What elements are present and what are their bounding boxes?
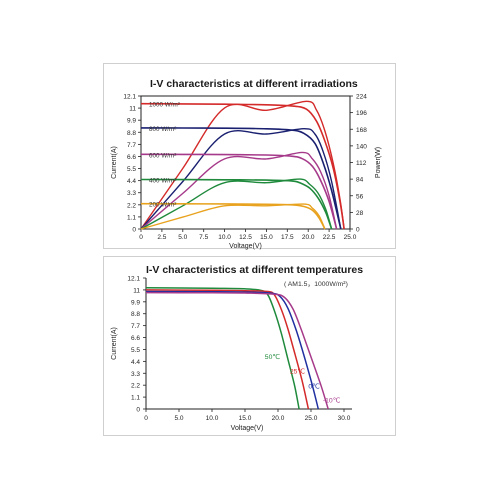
y-tick-label: 12.1 <box>127 276 140 283</box>
series-label: 0℃ <box>308 383 320 390</box>
iv-curve <box>145 290 320 410</box>
y-tick-label: 2.2 <box>127 202 136 209</box>
y-tick-label: 1.1 <box>131 395 140 402</box>
y2-tick-label: 112 <box>356 160 367 167</box>
x-tick-label: 25.0 <box>344 234 357 241</box>
x-tick-label: 2.5 <box>157 234 166 241</box>
x-axis-label: Voltage(V) <box>229 243 262 250</box>
y-tick-label: 3.3 <box>127 190 136 197</box>
y-tick-label: 4.4 <box>131 359 140 366</box>
iv-curve <box>140 202 326 230</box>
y-tick-label: 11 <box>133 287 140 294</box>
x-tick-label: 15.0 <box>239 415 252 422</box>
iv-curve <box>145 286 300 410</box>
y-tick-label: 6.6 <box>131 335 140 342</box>
series-label: -10℃ <box>323 398 341 405</box>
y2-tick-label: 84 <box>356 177 364 184</box>
y-tick-label: 5.5 <box>127 166 136 173</box>
x-tick-label: 15.0 <box>260 234 273 241</box>
y2-tick-label: 196 <box>356 110 367 117</box>
series-label: 200 W/m² <box>149 202 176 209</box>
y-tick-label: 9.9 <box>131 299 140 306</box>
chart-temperature-svg: 0 1.1 2.2 3.3 4.4 5.5 6.6 7.7 8.8 9.9 11 12.1 0 5.0 10… <box>111 276 352 432</box>
y-tick-label: 11 <box>129 106 136 113</box>
series-label: 25℃ <box>290 368 306 375</box>
power-curve <box>140 127 342 230</box>
iv-curve <box>140 102 345 230</box>
x-tick-label: 10.0 <box>218 234 231 241</box>
y-tick-label: 9.9 <box>127 118 136 125</box>
y-tick-label: 5.5 <box>131 347 140 354</box>
chart-temperature-title: I-V characteristics at different tempera… <box>146 264 364 276</box>
condition-annotation: ( AM1.5，1000W/m²) <box>284 281 348 288</box>
y-tick-label: 12.1 <box>123 94 136 101</box>
iv-curve <box>145 291 329 410</box>
y-tick-label: 7.7 <box>127 142 136 149</box>
x-tick-label: 5.0 <box>178 234 187 241</box>
series-label: 50℃ <box>265 354 281 361</box>
chart-irradiation-panel: I-V characteristics at different irradia… <box>103 63 396 251</box>
x-tick-label: 0 <box>139 234 143 241</box>
y2-tick-label: 140 <box>356 143 367 150</box>
y-tick-label: 2.2 <box>131 383 140 390</box>
x-tick-label: 30.0 <box>338 415 351 422</box>
x-tick-label: 12.5 <box>239 234 252 241</box>
iv-curve <box>140 127 342 230</box>
x-tick-label: 22.5 <box>323 234 336 241</box>
y2-tick-label: 168 <box>356 127 367 134</box>
series-label: 1000 W/m² <box>149 102 180 109</box>
y-axis-label: Current(A) <box>111 327 118 360</box>
plot-frame <box>140 95 351 230</box>
series-label: 800 W/m² <box>149 126 176 133</box>
y-tick-label: 0 <box>132 227 136 234</box>
x-axis-label: Voltage(V) <box>231 425 264 432</box>
chart-irradiation-svg: 0 1.1 2.2 3.3 4.4 5.5 6.6 7.7 8.8 9.9 11 12.1 0 28 56 8… <box>111 94 382 251</box>
x-tick-label: 7.5 <box>199 234 208 241</box>
y-tick-label: 8.8 <box>131 311 140 318</box>
y-axis-label: Current(A) <box>111 146 118 179</box>
y2-tick-label: 56 <box>356 193 364 200</box>
y2-axis-label: Power(W) <box>375 147 382 178</box>
y2-tick-label: 28 <box>356 210 364 217</box>
x-tick-label: 10.0 <box>206 415 219 422</box>
y-tick-label: 7.7 <box>131 323 140 330</box>
x-tick-label: 5.0 <box>174 415 183 422</box>
power-curve <box>140 151 338 230</box>
iv-curve <box>140 178 333 230</box>
iv-curve <box>140 153 338 230</box>
chart-irradiation-title: I-V characteristics at different irradia… <box>150 78 358 90</box>
chart-temperature-panel: I-V characteristics at different tempera… <box>103 256 396 436</box>
x-tick-label: 17.5 <box>281 234 294 241</box>
y-tick-label: 1.1 <box>127 214 136 221</box>
iv-curve <box>145 289 310 410</box>
x-tick-label: 25.0 <box>305 415 318 422</box>
y-tick-label: 6.6 <box>127 154 136 161</box>
series-label: 600 W/m² <box>149 152 176 159</box>
power-curve <box>140 178 333 230</box>
y2-tick-label: 0 <box>356 227 360 234</box>
y-tick-label: 8.8 <box>127 130 136 137</box>
y-tick-label: 3.3 <box>131 371 140 378</box>
x-tick-label: 0 <box>144 415 148 422</box>
y2-tick-label: 224 <box>356 94 367 101</box>
y-tick-label: 0 <box>136 407 140 414</box>
series-label: 400 W/m² <box>149 178 176 185</box>
y-tick-label: 4.4 <box>127 178 136 185</box>
x-tick-label: 20.0 <box>272 415 285 422</box>
x-tick-label: 20.0 <box>302 234 315 241</box>
